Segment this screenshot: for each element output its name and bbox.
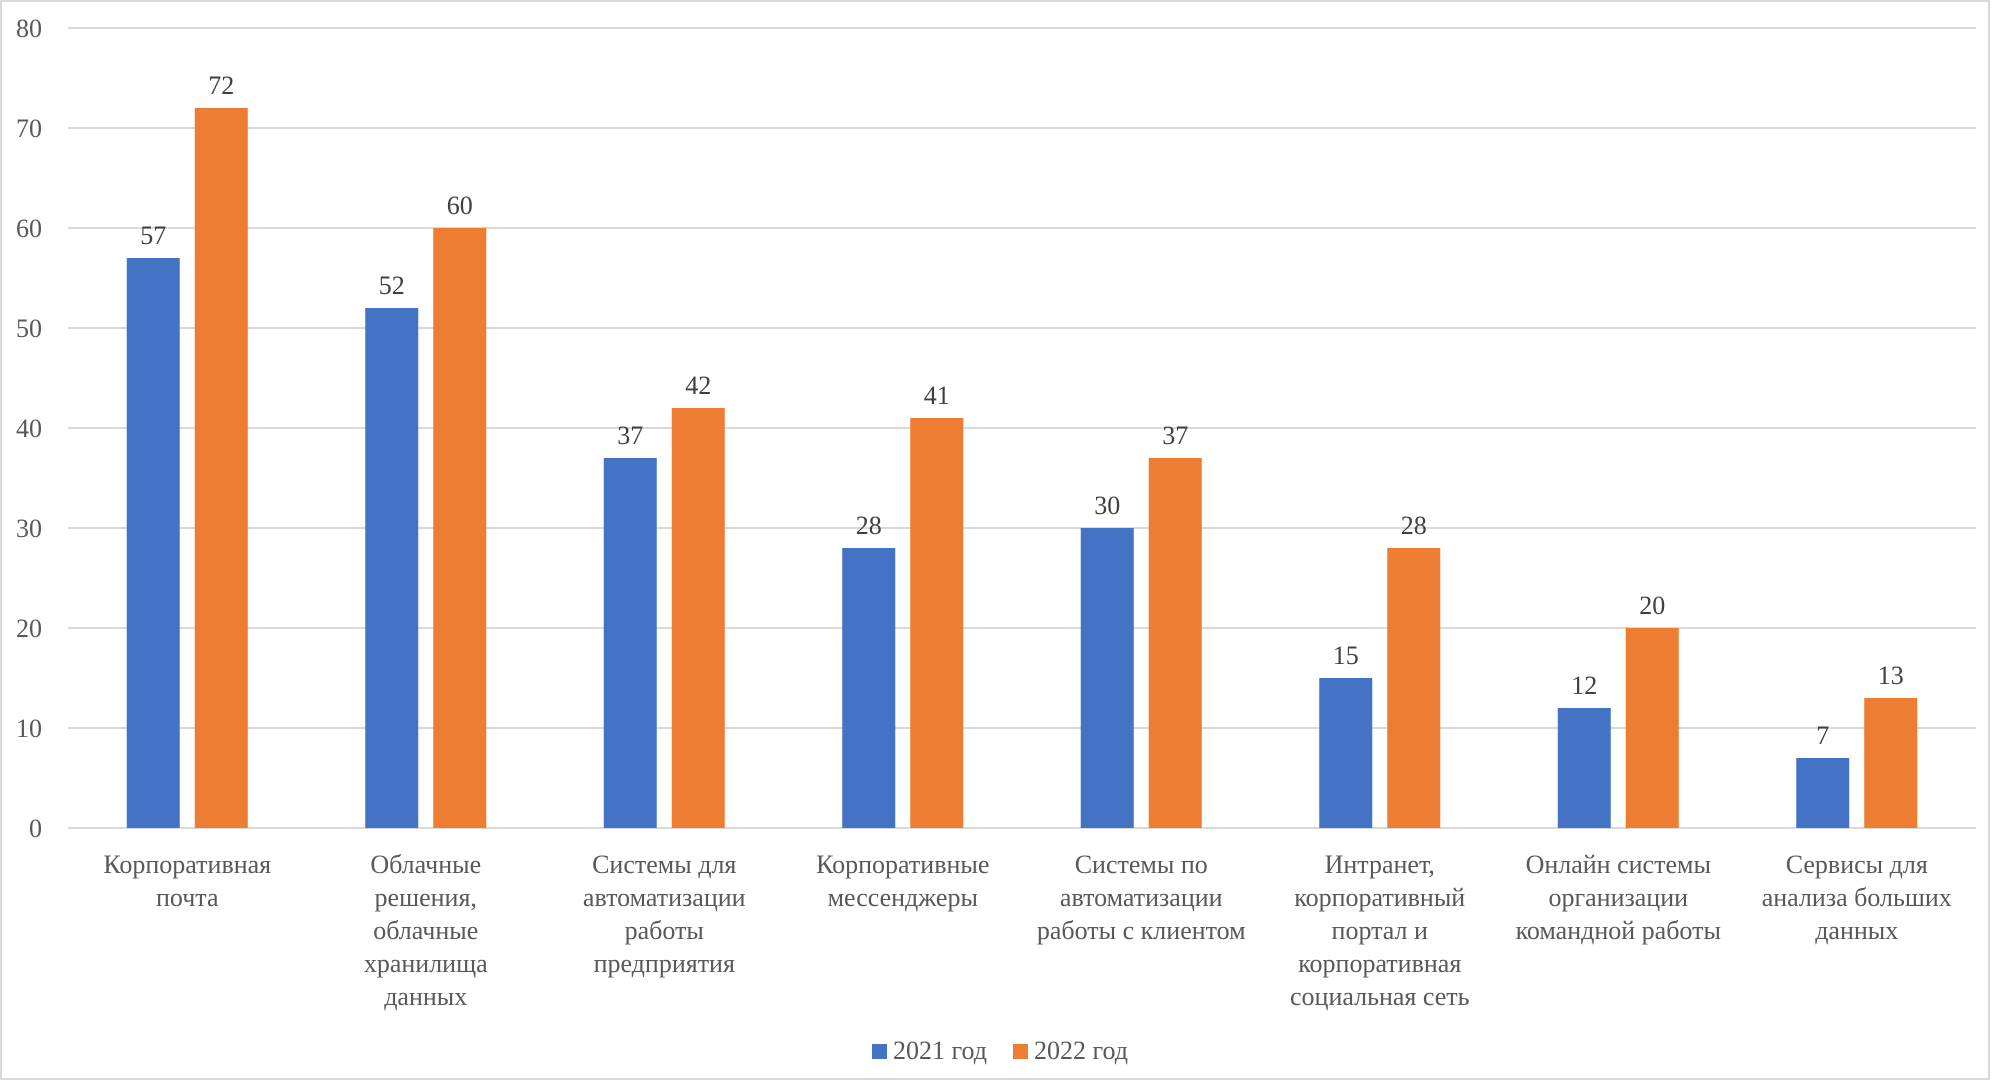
- category-label: Онлайн системы организации командной работ…: [1516, 850, 1721, 945]
- category-label-line: командной работы: [1516, 916, 1721, 945]
- category-label-line: Онлайн системы: [1526, 850, 1711, 879]
- data-label: 7: [1816, 721, 1829, 750]
- y-tick-label: 10: [16, 714, 42, 743]
- y-tick-label: 30: [16, 514, 42, 543]
- data-label: 13: [1878, 661, 1904, 690]
- legend-item-2022[interactable]: 2022 год: [1013, 1036, 1128, 1066]
- bar-2022: [671, 408, 725, 828]
- data-labels: 57 52 37 28 30 15 12 7 72 60 42 41 37 28 20 13: [140, 71, 1904, 750]
- category-label-line: организации: [1548, 883, 1688, 912]
- data-label: 60: [447, 191, 473, 220]
- bar-2022: [1625, 628, 1679, 828]
- y-tick-label: 0: [29, 814, 42, 843]
- category-label: Корпоративные мессенджеры: [816, 850, 989, 912]
- category-label: Сервисы для анализа больших данных: [1762, 850, 1952, 945]
- y-tick-label: 60: [16, 214, 42, 243]
- data-label: 52: [379, 271, 405, 300]
- bar-2022: [1864, 698, 1918, 828]
- y-tick-label: 50: [16, 314, 42, 343]
- y-tick-label: 40: [16, 414, 42, 443]
- category-label-line: Облачные: [370, 850, 481, 879]
- legend-label: 2021 год: [893, 1036, 987, 1065]
- category-label-line: анализа больших: [1762, 883, 1952, 912]
- bar-2022: [910, 418, 964, 828]
- legend-swatch-icon: [1013, 1043, 1028, 1059]
- category-label-line: автоматизации: [1060, 883, 1223, 912]
- y-tick-label: 70: [16, 114, 42, 143]
- bar-2022: [1148, 458, 1202, 828]
- category-label-line: работы с клиентом: [1037, 916, 1246, 945]
- category-label-line: работы: [625, 916, 704, 945]
- data-label: 15: [1333, 641, 1359, 670]
- bar-2021: [842, 548, 896, 828]
- legend-swatch-icon: [872, 1043, 887, 1059]
- bar-2022: [194, 108, 248, 828]
- category-label: Облачные решения, облачные хранилища данных: [364, 850, 488, 1011]
- category-label-line: портал и: [1332, 916, 1428, 945]
- bar-2021: [126, 258, 180, 828]
- category-label: Системы для автоматизации работы предприяти…: [583, 850, 746, 978]
- category-label-line: данных: [384, 982, 467, 1011]
- category-label-line: Системы для: [592, 850, 736, 879]
- data-label: 41: [924, 381, 950, 410]
- category-label-line: мессенджеры: [828, 883, 978, 912]
- gridlines: [68, 27, 1976, 829]
- bar-2021: [1319, 678, 1373, 828]
- data-label: 28: [1401, 511, 1427, 540]
- category-label-line: облачные: [373, 916, 478, 945]
- y-tick-label: 80: [16, 14, 42, 43]
- data-label: 37: [1162, 421, 1188, 450]
- category-label-line: Корпоративная: [103, 850, 271, 879]
- category-labels: Корпоративная почта Облачные решения, облачн…: [103, 850, 1951, 1011]
- bar-2021: [1080, 528, 1134, 828]
- y-tick-label: 20: [16, 614, 42, 643]
- bar-2021: [603, 458, 657, 828]
- bar-2022: [433, 228, 487, 828]
- bar-2021: [1557, 708, 1611, 828]
- legend-item-2021[interactable]: 2021 год: [872, 1036, 987, 1066]
- data-label: 72: [208, 71, 234, 100]
- data-label: 37: [617, 421, 643, 450]
- bar-2022: [1387, 548, 1441, 828]
- category-label: Корпоративная почта: [103, 850, 271, 912]
- category-label-line: корпоративный: [1294, 883, 1465, 912]
- bar-2021: [365, 308, 419, 828]
- legend: 2021 год 2022 год: [0, 1036, 2000, 1066]
- data-label: 28: [856, 511, 882, 540]
- category-label-line: хранилища: [364, 949, 488, 978]
- category-label-line: предприятия: [594, 949, 735, 978]
- data-label: 57: [140, 221, 166, 250]
- data-label: 42: [685, 371, 711, 400]
- category-label-line: Интранет,: [1325, 850, 1435, 879]
- category-label-line: автоматизации: [583, 883, 746, 912]
- data-label: 12: [1571, 671, 1597, 700]
- category-label-line: данных: [1815, 916, 1898, 945]
- category-label-line: решения,: [375, 883, 477, 912]
- data-label: 20: [1639, 591, 1665, 620]
- category-label-line: почта: [156, 883, 219, 912]
- category-label-line: Корпоративные: [816, 850, 989, 879]
- legend-label: 2022 год: [1034, 1036, 1128, 1065]
- bars: [126, 108, 1918, 828]
- category-label-line: корпоративная: [1298, 949, 1461, 978]
- category-label: Интранет, корпоративный портал и корпоратив…: [1290, 850, 1470, 1011]
- y-axis-ticks: 0 10 20 30 40 50 60 70 80: [16, 14, 42, 843]
- bar-2021: [1796, 758, 1850, 828]
- data-label: 30: [1094, 491, 1120, 520]
- category-label-line: Системы по: [1075, 850, 1208, 879]
- category-label-line: социальная сеть: [1290, 982, 1470, 1011]
- category-label-line: Сервисы для: [1786, 850, 1928, 879]
- category-label: Системы по автоматизации работы с клиентом: [1037, 850, 1246, 945]
